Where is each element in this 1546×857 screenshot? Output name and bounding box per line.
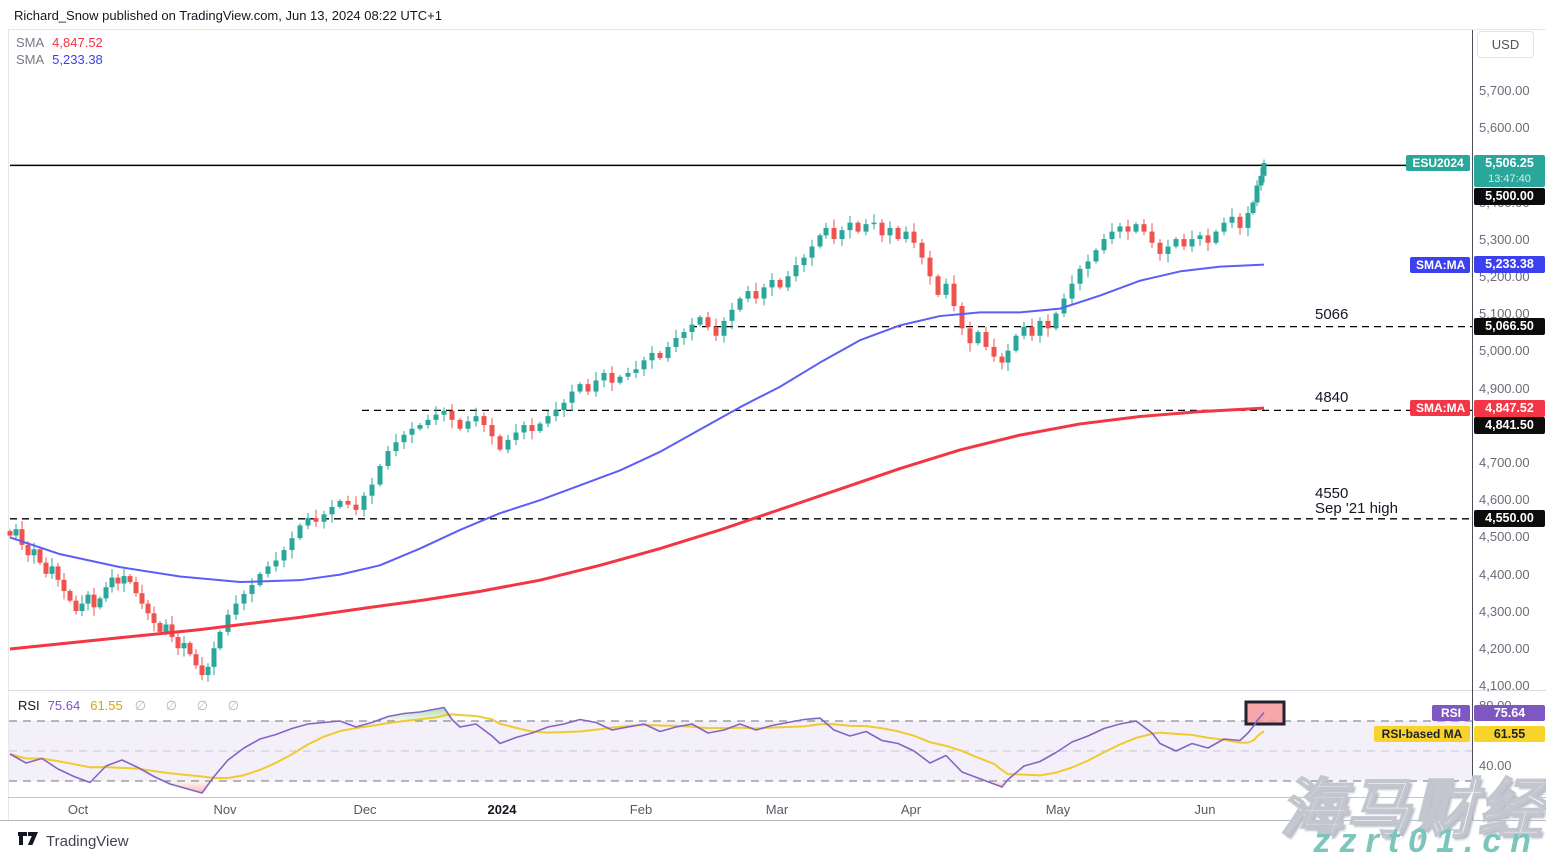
price-tick: 4,900.00	[1479, 380, 1530, 396]
rsi-legend-label: RSI	[18, 698, 40, 713]
sma-fast-chip: SMA:MA	[1410, 256, 1470, 273]
price-tick: 4,300.00	[1479, 603, 1530, 619]
last-price-value: 5,506.25	[1485, 156, 1534, 171]
level-badge-4550: 4,550.00	[1474, 510, 1545, 528]
legend-sma-red-value: 4,847.52	[52, 35, 103, 50]
sma-slow-badge: 4,847.52	[1474, 399, 1545, 417]
rsi-legend-value: 75.64	[47, 698, 81, 713]
price-tick: 4,600.00	[1479, 492, 1530, 508]
currency-button[interactable]: USD	[1477, 31, 1534, 58]
time-tick-Dec: Dec	[353, 802, 377, 817]
byline: Richard_Snow published on TradingView.co…	[14, 8, 442, 23]
price-tick: 4,200.00	[1479, 641, 1530, 656]
annotation-4550-note: Sep '21 high	[1315, 499, 1398, 517]
time-tick-Mar: Mar	[765, 802, 789, 817]
sma-slow-chip: SMA:MA	[1410, 400, 1470, 417]
legend-sma-blue-label: SMA	[16, 52, 45, 67]
sma-fast-badge: 5,233.38	[1474, 256, 1545, 274]
annotation-4550: 4550 Sep '21 high	[1315, 486, 1398, 516]
rsi-ma-badge: 61.55	[1474, 725, 1545, 742]
watermark-cjk: 海马财经	[1279, 772, 1544, 846]
price-tick: 4,500.00	[1479, 529, 1530, 545]
price-tick: 4,700.00	[1479, 455, 1530, 470]
annotation-5066: 5066	[1315, 305, 1349, 323]
level-badge-5066: 5,066.50	[1474, 318, 1545, 336]
legend-sma-blue[interactable]: SMA 5,233.38	[16, 51, 103, 68]
tradingview-logo[interactable]: TradingView	[18, 831, 129, 851]
annotation-4840: 4840	[1315, 389, 1349, 407]
time-tick-Apr: Apr	[900, 802, 922, 817]
level-badge-4841: 4,841.50	[1474, 417, 1545, 435]
time-tick-2024: 2024	[487, 802, 517, 817]
symbol-chip: ESU2024	[1406, 155, 1470, 172]
last-price-badge: 5,506.25 13:47:40	[1474, 155, 1545, 188]
tradingview-mark-icon	[18, 831, 40, 851]
legend-sma-blue-value: 5,233.38	[52, 52, 103, 67]
rsi-chip: RSI	[1432, 704, 1470, 721]
time-tick-May: May	[1045, 802, 1071, 817]
legend-sma-red[interactable]: SMA 4,847.52	[16, 34, 103, 51]
time-tick-Feb: Feb	[629, 802, 653, 817]
rsi-tick: 40.00	[1479, 758, 1512, 773]
time-tick-Nov: Nov	[213, 802, 237, 817]
price-tick: 5,000.00	[1479, 343, 1530, 359]
price-tick: 5,100.00	[1479, 306, 1530, 322]
legend-sma-red-label: SMA	[16, 35, 45, 50]
price-tick: 5,600.00	[1479, 120, 1530, 136]
price-tick: 5,700.00	[1479, 83, 1530, 98]
price-tick: 4,100.00	[1479, 678, 1530, 694]
watermark-url: zzrt01.cn	[1313, 822, 1540, 857]
time-tick-Oct: Oct	[67, 802, 89, 817]
indicator-legend[interactable]: SMA 4,847.52 SMA 5,233.38	[16, 34, 103, 68]
time-tick-Jul: Jul	[1325, 802, 1343, 817]
rsi-legend[interactable]: RSI 75.64 61.55 ∅ ∅ ∅ ∅	[18, 698, 247, 714]
tradingview-logo-text: TradingView	[46, 832, 129, 850]
rsi-legend-empty-values: ∅ ∅ ∅ ∅	[134, 698, 247, 713]
price-tick: 5,300.00	[1479, 231, 1530, 247]
level-badge-5500: 5,500.00	[1474, 188, 1545, 206]
rsi-ma-chip: RSI-based MA	[1374, 725, 1470, 742]
annotation-4550-price: 4550	[1315, 484, 1349, 502]
price-tick: 4,400.00	[1479, 566, 1530, 582]
rsi-ma-legend-value: 61.55	[90, 698, 123, 713]
rsi-badge: 75.64	[1474, 704, 1545, 721]
time-tick-Jun: Jun	[1194, 802, 1216, 817]
countdown: 13:47:40	[1488, 173, 1531, 186]
